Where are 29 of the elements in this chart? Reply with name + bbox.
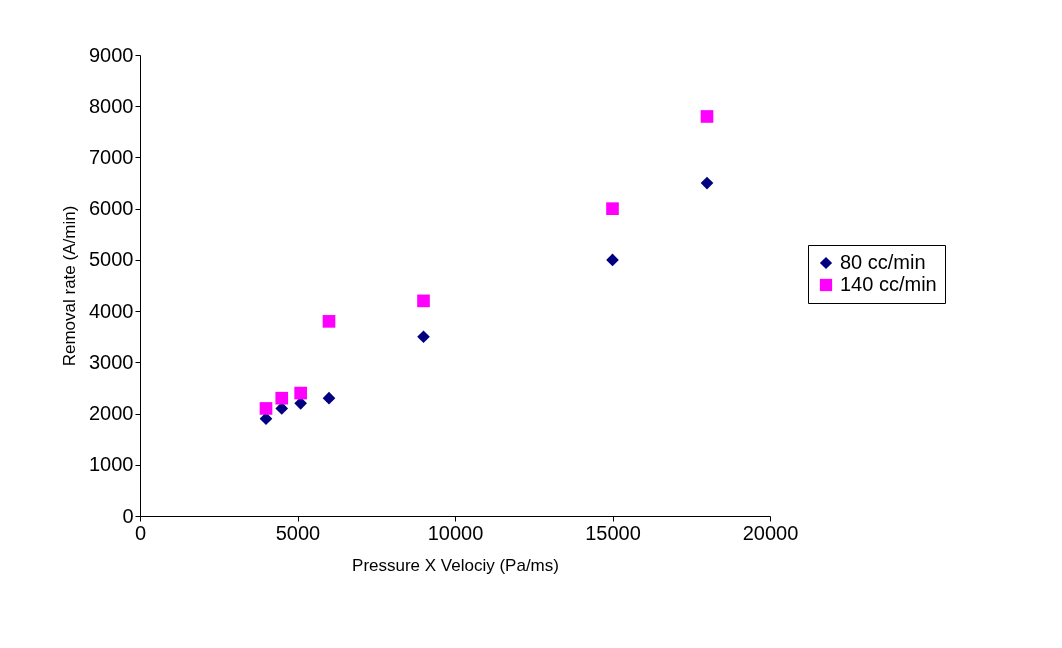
y-tick-label: 2000	[89, 402, 134, 425]
legend-label: 140 cc/min	[840, 273, 937, 295]
y-tick-label: 9000	[89, 43, 134, 66]
y-tick-label: 8000	[89, 94, 134, 117]
x-axis-title: Pressure X Velociy (Pa/ms)	[352, 555, 559, 575]
point	[322, 391, 336, 405]
point	[417, 330, 430, 344]
x-tick-label: 20000	[742, 521, 799, 544]
y-tick-label: 4000	[89, 299, 134, 322]
point	[417, 294, 430, 308]
y-tick-label: 7000	[89, 145, 134, 168]
point	[294, 386, 307, 400]
point	[275, 391, 289, 405]
y-tick-label: 6000	[89, 197, 134, 220]
legend-label: 80 cc/min	[840, 251, 926, 273]
point	[322, 315, 336, 328]
point	[700, 176, 714, 190]
y-tick-label: 5000	[89, 248, 134, 271]
point	[700, 110, 714, 123]
x-tick-label: 10000	[427, 521, 484, 544]
point	[606, 202, 619, 215]
point	[259, 402, 273, 415]
y-tick-label: 1000	[89, 453, 134, 476]
y-tick-label: 0	[122, 504, 134, 527]
y-axis-title: Removal rate (A/min)	[60, 205, 80, 367]
x-tick-label: 5000	[275, 521, 321, 544]
point	[606, 253, 619, 267]
y-tick-label: 3000	[89, 350, 134, 373]
x-tick-label: 15000	[585, 521, 641, 544]
